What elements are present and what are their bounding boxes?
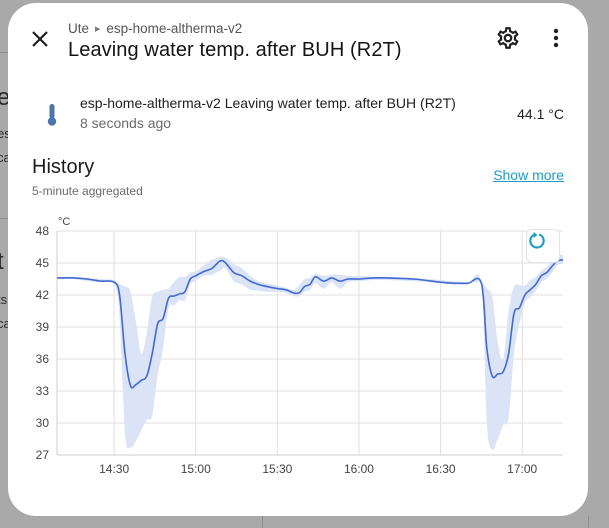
- dots-vertical-icon: [553, 28, 559, 48]
- y-tick-label: 42: [36, 288, 50, 302]
- history-subtitle: 5-minute aggregated: [32, 184, 143, 198]
- y-tick-label: 30: [36, 416, 50, 430]
- dialog-title: Leaving water temp. after BUH (R2T): [68, 39, 402, 61]
- entity-state: 44.1 °C: [517, 106, 564, 122]
- breadcrumb-area[interactable]: Ute: [68, 21, 90, 36]
- restore-icon: [529, 231, 545, 249]
- entity-last-changed: 8 seconds ago: [80, 115, 172, 131]
- close-button[interactable]: [26, 25, 54, 53]
- background-text: es: [0, 126, 11, 141]
- background-text: t: [0, 248, 4, 275]
- background-text: ts: [0, 292, 8, 307]
- background-text: ca: [0, 150, 11, 165]
- x-tick-label: 16:00: [344, 462, 374, 476]
- close-icon: [32, 31, 48, 47]
- breadcrumb-device[interactable]: esp-home-altherma-v2: [106, 21, 243, 36]
- y-tick-label: 45: [36, 256, 50, 270]
- y-tick-label: 39: [36, 320, 50, 334]
- x-tick-label: 15:00: [181, 462, 211, 476]
- entity-row[interactable]: esp-home-altherma-v2 Leaving water temp.…: [8, 89, 588, 139]
- thermometer-icon: [47, 104, 57, 126]
- x-tick-label: 15:30: [262, 462, 292, 476]
- gear-icon: [497, 27, 519, 49]
- background-text: e: [0, 84, 11, 111]
- y-tick-label: 33: [36, 384, 50, 398]
- mean-line: [56, 259, 564, 389]
- y-tick-label: 48: [36, 224, 50, 238]
- history-chart[interactable]: 48 45 42 39 36 33 30 27 14:30 15:00 15:30 16:00 16:3…: [8, 208, 588, 488]
- x-tick-label: 17:00: [507, 462, 537, 476]
- dialog-header: Ute ▶ esp-home-altherma-v2 Leaving water…: [8, 3, 588, 73]
- x-tick-label: 16:30: [426, 462, 456, 476]
- reset-zoom-button[interactable]: [526, 229, 560, 263]
- history-chart-canvas[interactable]: 48 45 42 39 36 33 30 27 14:30 15:00 15:30 16:00 16:3…: [8, 208, 588, 488]
- more-options-button[interactable]: [546, 25, 566, 51]
- y-axis-unit-label: °C: [58, 216, 70, 228]
- background-divider: [262, 516, 263, 528]
- breadcrumb-separator-icon: ▶: [95, 25, 101, 33]
- entity-name: esp-home-altherma-v2 Leaving water temp.…: [80, 95, 456, 111]
- background-divider: [588, 516, 589, 528]
- background-divider: [0, 218, 8, 219]
- history-title: History: [32, 156, 95, 178]
- y-tick-label: 36: [36, 352, 50, 366]
- background-text: ca: [0, 316, 11, 331]
- background-divider: [0, 52, 8, 53]
- more-info-dialog: Ute ▶ esp-home-altherma-v2 Leaving water…: [8, 3, 588, 516]
- breadcrumb: Ute ▶ esp-home-altherma-v2: [68, 21, 242, 36]
- show-more-link[interactable]: Show more: [493, 167, 564, 183]
- y-tick-label: 27: [36, 448, 50, 462]
- min-max-band: [57, 254, 563, 451]
- settings-button[interactable]: [495, 25, 521, 51]
- x-tick-label: 14:30: [99, 462, 129, 476]
